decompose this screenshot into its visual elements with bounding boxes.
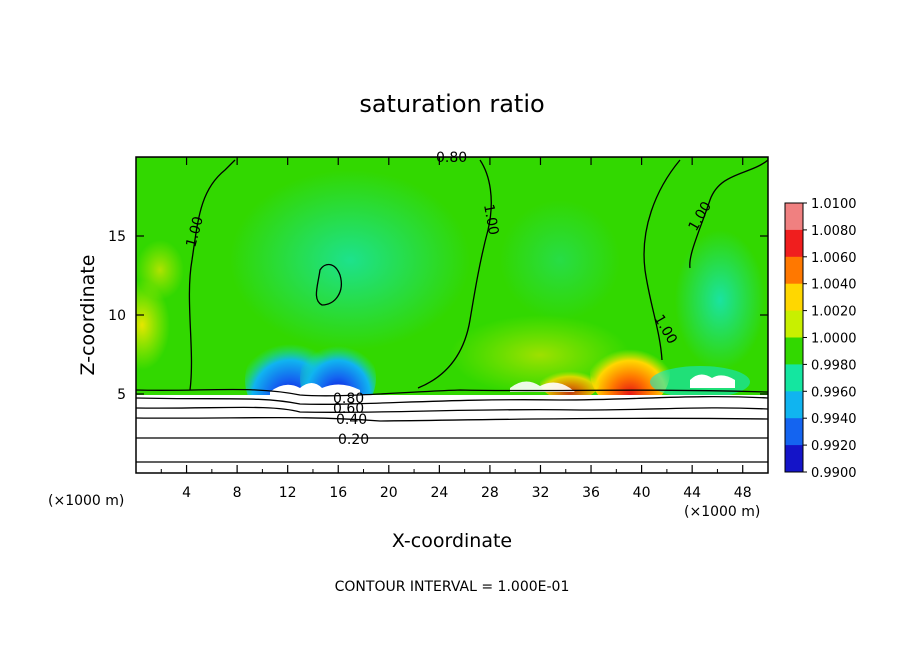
colorbar-swatch — [785, 203, 803, 231]
cyan-region — [675, 230, 765, 370]
x-tick-label: 12 — [279, 485, 297, 501]
y-axis-ticks: 5 10 15 — [108, 229, 768, 403]
contour-line-1-00 — [315, 263, 342, 306]
colorbar-label: 0.9960 — [811, 385, 857, 400]
x-unit-right: (×1000 m) — [684, 504, 760, 520]
contour-label: 1.00 — [480, 203, 501, 236]
x-tick-label: 36 — [582, 485, 600, 501]
colorbar-label: 1.0060 — [811, 251, 857, 266]
colorbar-swatch — [785, 364, 803, 392]
contour-line-1-00 — [417, 159, 492, 389]
white-patch — [510, 381, 575, 392]
y-tick-label: 5 — [117, 387, 126, 403]
lower-region — [136, 395, 768, 473]
red-region — [590, 334, 670, 410]
colorbar-swatch — [785, 418, 803, 446]
contour-line-0-30 — [136, 416, 768, 422]
y-tick-label: 10 — [108, 308, 126, 324]
cyan-region — [500, 200, 620, 320]
colorbar-label: 1.0000 — [811, 332, 857, 347]
colorbar-swatch — [785, 391, 803, 419]
x-unit-left: (×1000 m) — [48, 493, 124, 509]
colorbar-swatch — [785, 256, 803, 285]
colorbar-label: 1.0020 — [811, 305, 857, 320]
contour-line-0-80 — [136, 388, 768, 397]
colorbar-label: 1.0040 — [811, 278, 857, 293]
colorbar-label: 1.0080 — [811, 224, 857, 239]
colorbar-swatch — [785, 337, 803, 365]
contour-interval-note: CONTOUR INTERVAL = 1.000E-01 — [335, 579, 570, 595]
contour-label: 0.40 — [336, 412, 367, 428]
x-axis-ticks: 4 8 12 16 20 24 28 32 36 40 44 48 — [160, 157, 752, 501]
x-tick-label: 20 — [380, 485, 398, 501]
colorbar-label: 0.9920 — [811, 439, 857, 454]
colorbar-label: 0.9900 — [811, 466, 857, 481]
white-patch — [690, 374, 735, 388]
y-axis-label: Z-coordinate — [77, 255, 99, 376]
x-tick-label: 48 — [734, 485, 752, 501]
x-tick-label: 44 — [683, 485, 701, 501]
colorbar-swatch — [785, 283, 803, 312]
contour-label: 0.80 — [436, 150, 467, 166]
x-tick-label: 40 — [633, 485, 651, 501]
contour-line-0-40 — [136, 406, 768, 414]
x-tick-label: 28 — [481, 485, 499, 501]
white-patch — [270, 383, 360, 395]
red-region — [540, 364, 600, 400]
chart-title: saturation ratio — [359, 90, 544, 118]
x-tick-label: 8 — [233, 485, 242, 501]
contour-label: 0.60 — [333, 401, 364, 417]
contour-label: 1.00 — [183, 215, 207, 249]
yellow-region — [136, 280, 170, 370]
colorbar-label: 0.9940 — [811, 412, 857, 427]
colorbar-swatch — [785, 445, 803, 473]
colorbar-swatch — [785, 310, 803, 338]
contour-line-1-00 — [188, 159, 236, 391]
contour-labels: 0.80 1.00 1.00 1.00 1.00 0.80 0.60 0.40 … — [183, 150, 715, 448]
field-plot-area — [136, 157, 768, 473]
contour-label: 0.20 — [338, 432, 369, 448]
colorbar-label: 0.9980 — [811, 358, 857, 373]
yellow-region — [136, 240, 184, 300]
x-tick-label: 4 — [182, 485, 191, 501]
x-tick-label: 24 — [430, 485, 448, 501]
cyan-region — [230, 170, 470, 350]
x-axis-label: X-coordinate — [392, 530, 512, 552]
colorbar: 1.0100 1.0080 1.0060 1.0040 1.0020 1.0000 0.99… — [784, 197, 857, 481]
contour-line-1-00 — [643, 159, 681, 361]
contour-label: 0.80 — [333, 391, 364, 407]
contour-lines — [136, 157, 768, 463]
contour-line-0-60 — [136, 395, 768, 405]
contour-line-1-00 — [689, 159, 768, 269]
y-tick-label: 15 — [108, 229, 126, 245]
colorbar-label: 1.0100 — [811, 197, 857, 212]
colorbar-swatch — [785, 229, 803, 258]
x-tick-label: 32 — [532, 485, 550, 501]
x-tick-label: 16 — [329, 485, 347, 501]
